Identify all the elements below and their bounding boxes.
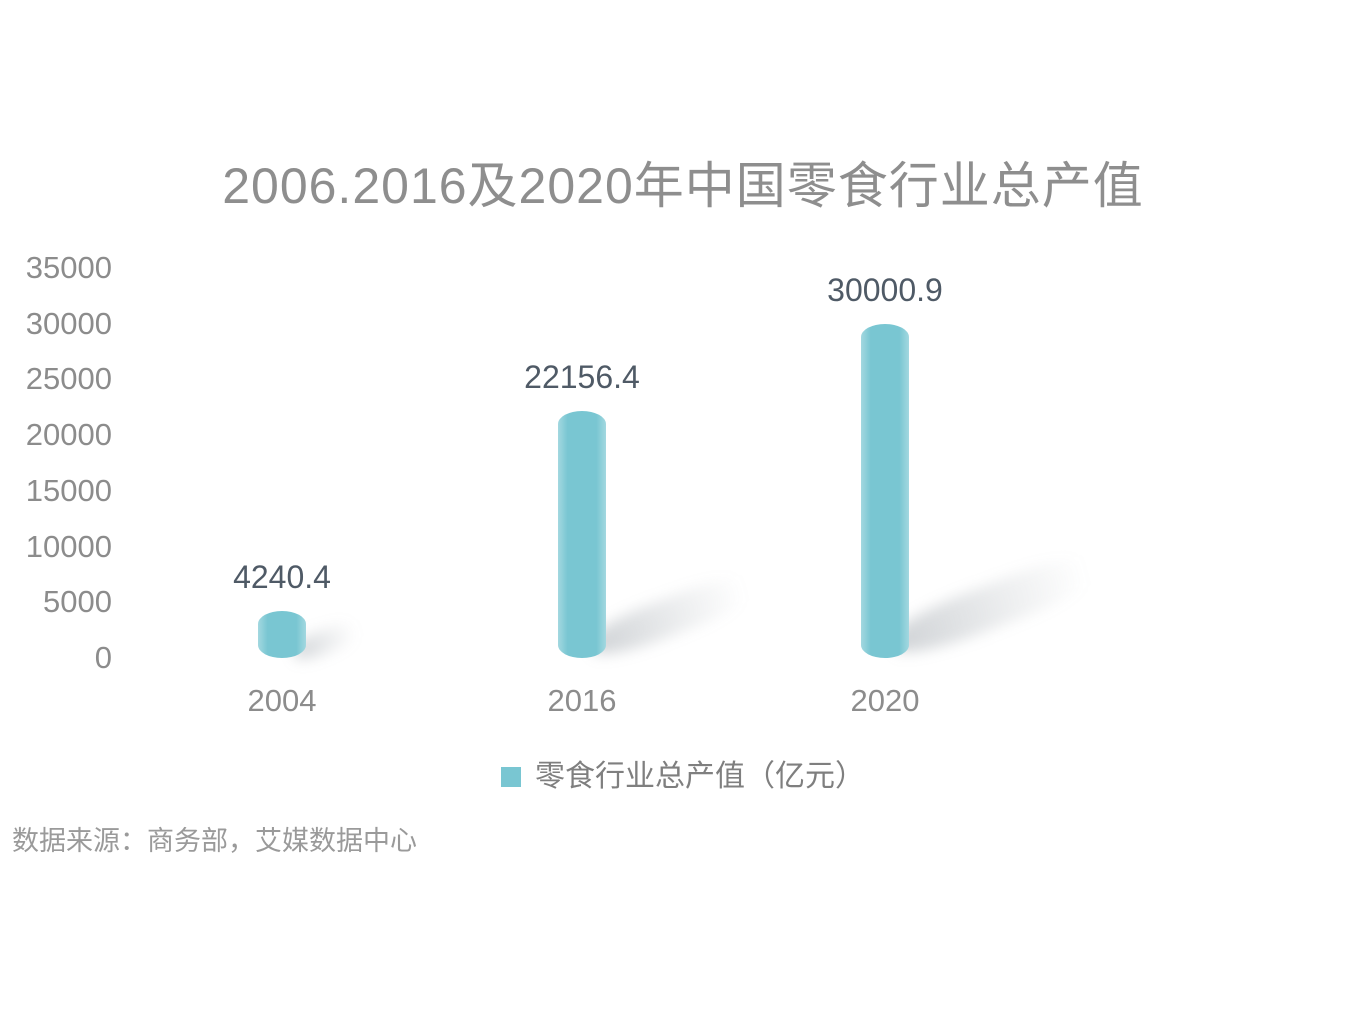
plot-area: 4240.4 22156.4 30000.9 bbox=[130, 268, 1280, 664]
y-tick-label: 30000 bbox=[25, 306, 112, 341]
bar-shadow bbox=[885, 545, 1107, 664]
value-label: 22156.4 bbox=[524, 359, 640, 395]
x-tick-label: 2004 bbox=[247, 683, 317, 718]
y-tick-label: 25000 bbox=[25, 361, 112, 396]
y-tick-label: 20000 bbox=[25, 417, 112, 452]
bar-group-2020: 30000.9 bbox=[815, 268, 1107, 664]
chart-title: 2006.2016及2020年中国零食行业总产值 bbox=[222, 158, 1144, 214]
x-tick-label: 2020 bbox=[850, 683, 920, 718]
bar-shadow bbox=[584, 567, 761, 664]
legend: 零食行业总产值（亿元） bbox=[0, 760, 1366, 794]
legend-label: 零食行业总产值（亿元） bbox=[535, 760, 865, 793]
bar-group-2016: 22156.4 bbox=[512, 268, 761, 664]
bar-2004 bbox=[258, 611, 306, 658]
bar-group-2004: 4240.4 bbox=[212, 268, 364, 664]
y-tick-label: 10000 bbox=[25, 529, 112, 564]
value-label: 30000.9 bbox=[827, 272, 943, 308]
bar-2020 bbox=[861, 324, 909, 658]
y-tick-label: 5000 bbox=[43, 584, 112, 619]
y-tick-label: 15000 bbox=[25, 473, 112, 508]
legend-swatch-icon bbox=[501, 767, 521, 787]
x-tick-label: 2016 bbox=[547, 683, 617, 718]
y-tick-label: 0 bbox=[94, 640, 112, 675]
value-label: 4240.4 bbox=[233, 559, 331, 595]
bar-2016 bbox=[558, 411, 606, 658]
y-tick-label: 35000 bbox=[25, 250, 112, 285]
source-note: 数据来源：商务部，艾媒数据中心 bbox=[12, 826, 417, 856]
